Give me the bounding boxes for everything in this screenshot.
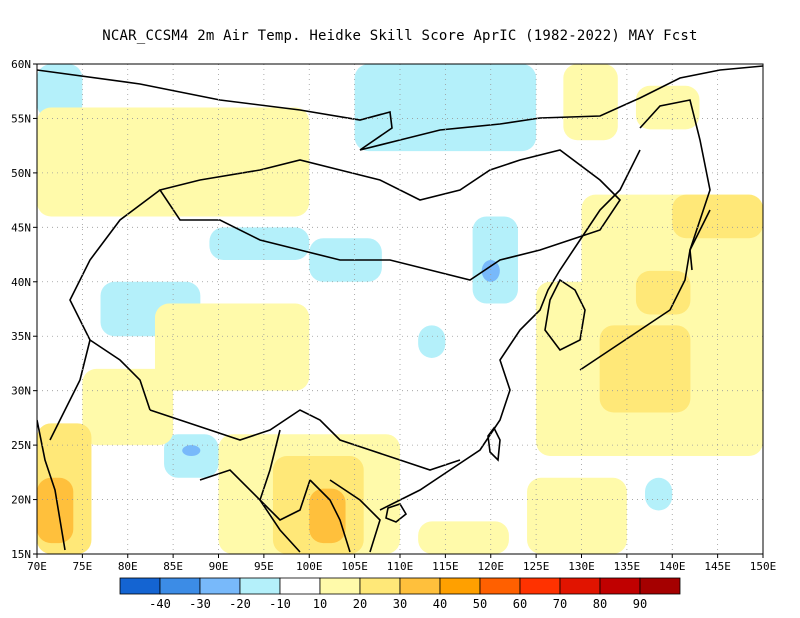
coastline-korea xyxy=(544,278,586,352)
colorbar-label: 10 xyxy=(313,597,327,611)
x-tick-label: 70E xyxy=(27,560,47,573)
x-tick-label: 85E xyxy=(163,560,183,573)
y-tick-label: 50N xyxy=(11,167,31,180)
skill-region-17 xyxy=(37,477,74,544)
y-tick-label: 40N xyxy=(11,276,31,289)
y-tick-label: 60N xyxy=(11,58,31,71)
colorbar-label: 60 xyxy=(513,597,527,611)
y-tick-label: 25N xyxy=(11,439,31,452)
x-tick-label: 130E xyxy=(568,560,595,573)
skill-region-8 xyxy=(418,325,446,358)
chart-title: NCAR_CCSM4 2m Air Temp. Heidke Skill Sco… xyxy=(102,28,698,44)
x-tick-label: 75E xyxy=(72,560,92,573)
skill-region-4 xyxy=(209,227,310,260)
colorbar-swatch xyxy=(479,577,521,595)
y-tick-label: 20N xyxy=(11,494,31,507)
x-tick-label: 95E xyxy=(254,560,274,573)
y-tick-label: 55N xyxy=(11,112,31,125)
x-tick-label: 90E xyxy=(209,560,229,573)
y-tick-label: 15N xyxy=(11,548,31,561)
skill-region-1 xyxy=(354,64,537,152)
x-tick-label: 145E xyxy=(704,560,731,573)
colorbar-swatch xyxy=(559,577,601,595)
border-indochina xyxy=(309,479,351,553)
skill-region-2 xyxy=(37,64,83,119)
skill-region-26 xyxy=(527,477,627,554)
coastline-south-asia xyxy=(37,419,66,551)
skill-region-12 xyxy=(37,107,310,217)
y-tick-label: 30N xyxy=(11,385,31,398)
x-axis: 70E 75E 80E 85E 90E 95E 100E 105E 110E 115E 120E 12… xyxy=(27,554,776,573)
colorbar-swatch xyxy=(439,577,481,595)
gridlines xyxy=(37,64,763,554)
colorbar-label: 50 xyxy=(473,597,487,611)
colorbar-label: 80 xyxy=(593,597,607,611)
coastline-china-east xyxy=(379,149,641,511)
border-china-west xyxy=(69,189,161,411)
colorbar-label: 30 xyxy=(393,597,407,611)
skill-region-24 xyxy=(635,270,691,315)
y-axis: 15N 20N 25N 30N 35N 40N 45N 50N 55N 60N xyxy=(11,58,37,561)
x-tick-label: 150E xyxy=(750,560,777,573)
skill-region-19 xyxy=(309,488,346,544)
colorbar-swatch xyxy=(519,577,561,595)
x-tick-label: 135E xyxy=(614,560,641,573)
skill-region-7 xyxy=(481,260,500,282)
skill-region-10 xyxy=(182,445,201,456)
border-myanmar xyxy=(259,429,311,521)
colorbar-swatch xyxy=(279,577,321,595)
skill-region-28 xyxy=(635,85,700,130)
skill-region-27 xyxy=(563,64,618,141)
coastline-japan xyxy=(579,209,711,371)
x-tick-label: 140E xyxy=(659,560,686,573)
skill-region-25 xyxy=(672,194,763,239)
colorbar-swatch xyxy=(199,577,241,595)
colorbar-label: 20 xyxy=(353,597,367,611)
skill-region-14 xyxy=(154,303,310,391)
colorbar-label: -40 xyxy=(149,597,171,611)
island-taiwan xyxy=(487,426,501,462)
colorbar-swatch xyxy=(599,577,641,595)
colorbar-label: -10 xyxy=(269,597,291,611)
island-hainan xyxy=(385,503,408,523)
colorbar-label: 40 xyxy=(433,597,447,611)
x-tick-label: 80E xyxy=(118,560,138,573)
x-tick-label: 125E xyxy=(523,560,550,573)
skill-region-20 xyxy=(418,521,509,554)
border-himalaya xyxy=(149,409,461,471)
skill-region-13 xyxy=(82,368,174,446)
colorbar-swatch xyxy=(639,577,681,595)
colorbar-swatch xyxy=(359,577,401,595)
colorbar-swatch xyxy=(239,577,281,595)
x-tick-label: 105E xyxy=(341,560,368,573)
skill-region-11 xyxy=(645,477,673,511)
y-tick-label: 35N xyxy=(11,330,31,343)
x-tick-label: 115E xyxy=(432,560,459,573)
coastline-indochina xyxy=(329,479,381,553)
x-tick-label: 100E xyxy=(296,560,323,573)
colorbar-label: 90 xyxy=(633,597,647,611)
x-tick-label: 110E xyxy=(387,560,414,573)
border-china-north xyxy=(158,149,622,281)
skill-region-6 xyxy=(472,216,518,304)
colorbar: -40 -30 -20 -10 10 20 30 40 50 60 70 80 90 xyxy=(119,577,681,611)
colorbar-label: -20 xyxy=(229,597,251,611)
skill-region-23 xyxy=(599,325,691,413)
border-india xyxy=(49,339,91,441)
x-tick-label: 120E xyxy=(478,560,505,573)
colorbar-swatch xyxy=(159,577,201,595)
colorbar-label: -30 xyxy=(189,597,211,611)
colorbar-swatch xyxy=(319,577,361,595)
y-tick-label: 45N xyxy=(11,221,31,234)
colorbar-label: 70 xyxy=(553,597,567,611)
colorbar-swatch xyxy=(119,577,161,595)
colorbar-swatch xyxy=(399,577,441,595)
